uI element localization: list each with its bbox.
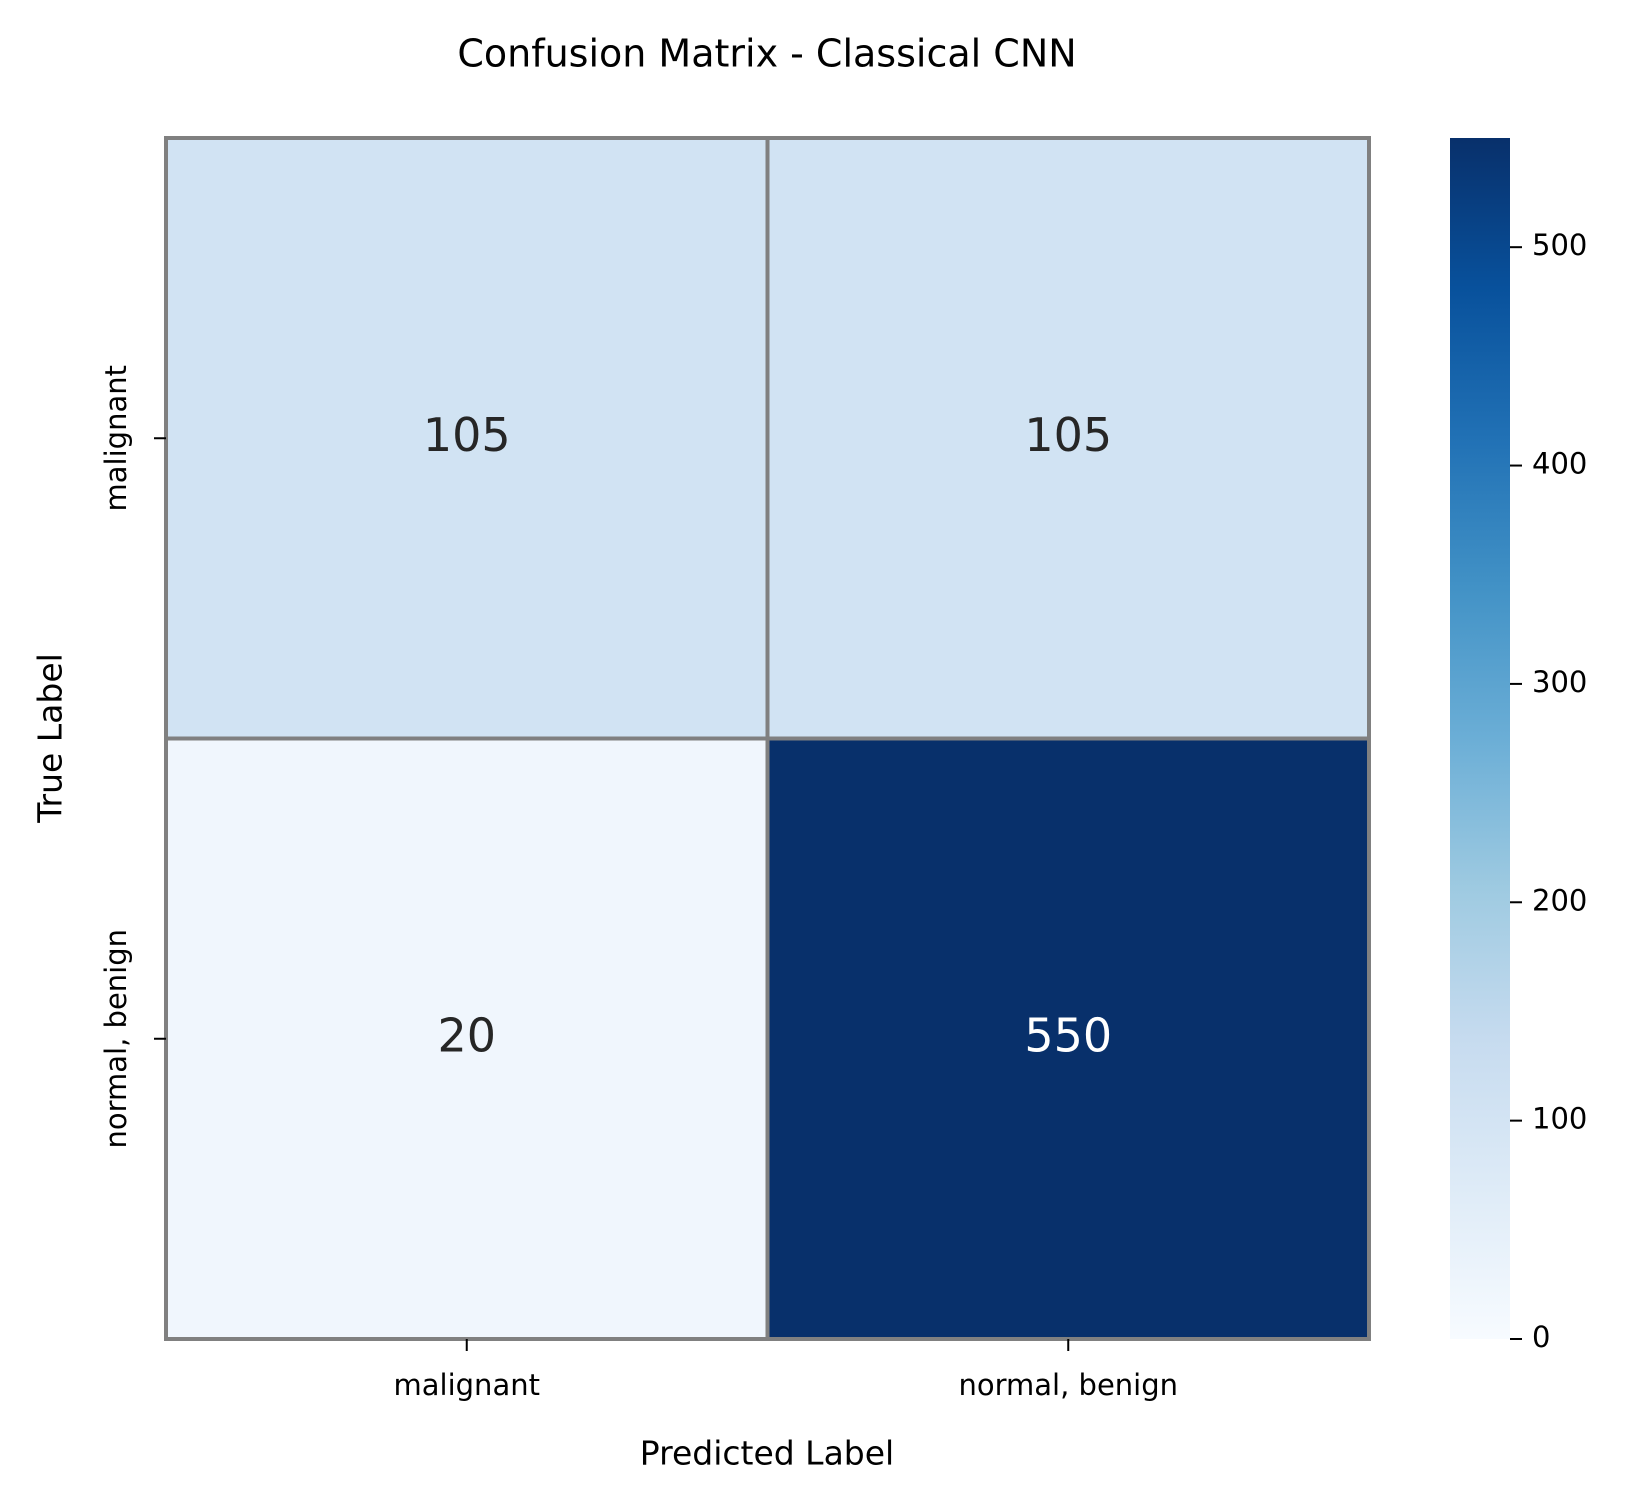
heatmap-cell xyxy=(765,136,1371,741)
cell-value-label: 550 xyxy=(1024,1008,1112,1062)
cell-value-label: 105 xyxy=(423,408,511,462)
cell-value-label: 20 xyxy=(437,1008,496,1062)
heatmap-cell xyxy=(765,736,1371,1341)
plot-border xyxy=(165,137,1370,1340)
x-tick-label: malignant xyxy=(394,1368,540,1402)
colorbar-tick-label: 0 xyxy=(1532,1320,1550,1354)
colorbar-tick-label: 300 xyxy=(1532,665,1587,699)
y-tick-label: malignant xyxy=(99,365,133,511)
x-tick-label: normal, benign xyxy=(958,1368,1178,1402)
y-axis-label: True Label xyxy=(31,653,70,824)
x-axis-label: Predicted Label xyxy=(640,1434,894,1473)
cell-value-label: 105 xyxy=(1024,408,1112,462)
colorbar xyxy=(1450,138,1510,1339)
heatmap-cell xyxy=(164,736,770,1341)
colorbar-tick-label: 500 xyxy=(1532,228,1587,262)
chart-title: Confusion Matrix - Classical CNN xyxy=(457,32,1076,76)
colorbar-tick-label: 400 xyxy=(1532,447,1587,481)
colorbar-tick-label: 200 xyxy=(1532,883,1587,917)
colorbar-tick-label: 100 xyxy=(1532,1102,1587,1136)
heatmap-cell xyxy=(164,136,770,741)
y-tick-label: normal, benign xyxy=(99,929,133,1149)
